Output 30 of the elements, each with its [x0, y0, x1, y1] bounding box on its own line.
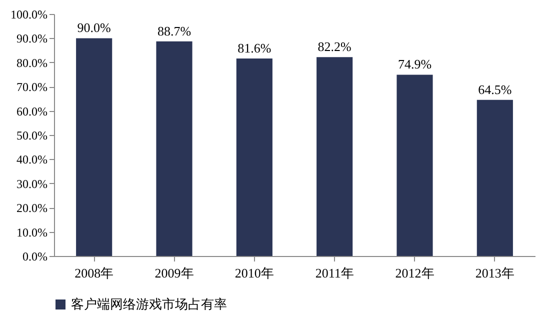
- x-tick-label: 2013年: [475, 266, 514, 280]
- text: 74.9%: [398, 56, 432, 72]
- text: 64.5%: [478, 82, 512, 97]
- y-tick-label: 50.0%: [16, 128, 48, 142]
- bar: [76, 38, 112, 256]
- x-tick-label: 2012年: [395, 266, 434, 280]
- bar: [476, 100, 513, 256]
- legend-label: 客户端网络游戏市场占有率: [71, 296, 227, 312]
- y-tick-label: 10.0%: [16, 225, 48, 240]
- x-tick-label: 2009年: [154, 266, 194, 280]
- y-tick-label: 20.0%: [16, 201, 48, 216]
- y-tick-label: 80.0%: [16, 56, 48, 70]
- text: 81.6%: [238, 40, 272, 56]
- y-tick-label: 30.0%: [16, 176, 48, 191]
- y-tick-label: 90.0%: [16, 32, 48, 46]
- y-tick-label: 0.0%: [22, 250, 48, 264]
- bar: [156, 41, 192, 256]
- bar: [396, 74, 433, 256]
- text: 88.7%: [157, 23, 192, 38]
- x-tick-label: 2010年: [234, 266, 274, 280]
- text: 90.0%: [77, 20, 111, 36]
- bar: [236, 58, 272, 256]
- x-tick-label: 2008年: [74, 266, 114, 280]
- bar: [316, 57, 353, 256]
- y-tick-label: 100.0%: [10, 8, 48, 22]
- y-tick-label: 60.0%: [16, 104, 48, 118]
- y-tick-label: 40.0%: [16, 152, 48, 167]
- y-tick-label: 70.0%: [16, 80, 48, 94]
- x-tick-label: 2011年: [315, 266, 354, 280]
- text: 82.2%: [318, 39, 352, 54]
